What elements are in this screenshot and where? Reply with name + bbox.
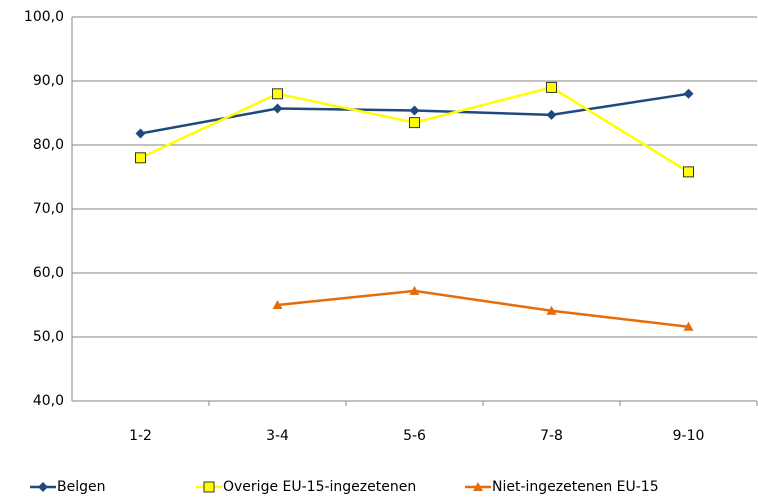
- legend-label: Belgen: [57, 479, 105, 495]
- data-point: [409, 117, 420, 129]
- data-point: [272, 103, 283, 114]
- x-tick-label: 1-2: [129, 428, 152, 444]
- y-tick-label: 50,0: [33, 329, 64, 345]
- y-tick-label: 100,0: [24, 9, 64, 25]
- data-point: [135, 152, 146, 164]
- series-line: [277, 289, 689, 329]
- data-point: [546, 305, 557, 315]
- legend-marker: [203, 481, 215, 493]
- y-tick-label: 40,0: [33, 393, 64, 409]
- x-tick-label: 5-6: [403, 428, 426, 444]
- y-tick-label: 90,0: [33, 73, 64, 89]
- data-point: [683, 321, 694, 331]
- data-point: [546, 109, 557, 120]
- x-tick-label: 9-10: [673, 428, 705, 444]
- x-tick-label: 3-4: [266, 428, 289, 444]
- data-point: [272, 88, 283, 100]
- data-point: [683, 88, 694, 99]
- data-point: [409, 285, 420, 295]
- data-point: [272, 300, 283, 309]
- y-tick-label: 60,0: [33, 265, 64, 281]
- legend-marker: [473, 482, 483, 491]
- legend-marker: [38, 482, 48, 492]
- y-tick-label: 80,0: [33, 137, 64, 153]
- legend-label: Overige EU-15-ingezetenen: [223, 479, 416, 495]
- x-tick-label: 7-8: [540, 428, 563, 444]
- data-point: [135, 128, 146, 139]
- data-point: [409, 105, 420, 116]
- data-point: [546, 81, 557, 93]
- data-point: [683, 166, 694, 178]
- y-tick-label: 70,0: [33, 201, 64, 217]
- series-line: [139, 86, 690, 173]
- legend-label: Niet-ingezetenen EU-15: [492, 479, 659, 495]
